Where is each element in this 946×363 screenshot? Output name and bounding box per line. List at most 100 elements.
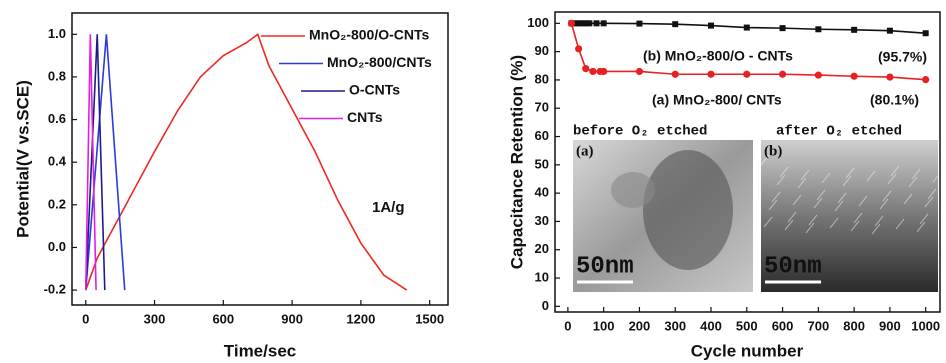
inset-feature (903, 193, 913, 205)
inset-feature (858, 195, 868, 207)
marker (707, 70, 715, 78)
y-tick-label: 100 (527, 15, 549, 30)
y-tick-label: 1.0 (48, 26, 66, 41)
inset-feature (834, 200, 844, 212)
y-tick-label: 0.0 (48, 239, 66, 254)
x-tick-label: 1500 (415, 311, 444, 326)
marker (582, 65, 590, 73)
marker (779, 25, 786, 32)
inset-feature (919, 213, 929, 225)
legend-label: CNTs (347, 109, 383, 125)
x-tick-label: 800 (843, 318, 865, 333)
marker (922, 30, 929, 37)
annotation: (95.7%) (878, 49, 927, 65)
inset-feature (808, 214, 818, 226)
marker (743, 70, 751, 78)
inset-feature (890, 165, 900, 177)
inset-image (761, 140, 938, 292)
x-tick-label: 900 (281, 311, 303, 326)
inset-feature (871, 223, 881, 235)
inset-feature (908, 176, 918, 188)
marker (579, 20, 586, 27)
annotation: 1A/g (372, 199, 405, 216)
x-tick-label: 600 (772, 318, 794, 333)
marker (672, 21, 679, 28)
y-tick-label: 60 (535, 128, 549, 143)
marker (815, 26, 822, 33)
x-axis-title: Time/sec (224, 341, 296, 360)
y-tick-label: 0.8 (48, 68, 66, 83)
y-tick-label: 0 (542, 298, 549, 313)
inset-caption: after O₂ etched (776, 124, 902, 140)
series-line (85, 33, 408, 291)
inset-feature (879, 198, 889, 210)
inset-feature (805, 222, 815, 234)
plot-frame (71, 12, 449, 306)
marker (567, 19, 576, 27)
inset-tag: (b) (764, 143, 782, 159)
marker (708, 22, 715, 29)
inset-feature (797, 177, 807, 189)
inset-feature (924, 196, 934, 208)
marker (886, 73, 894, 81)
scale-bar-label: 50nm (576, 253, 634, 280)
legend-label: MnO₂-800/CNTs (327, 54, 432, 70)
series-label: (a) MnO₂-800/ CNTs (652, 92, 782, 108)
x-tick-label: 0 (564, 318, 571, 333)
marker (851, 26, 858, 33)
x-tick-label: 1200 (346, 311, 375, 326)
y-tick-label: -0.2 (44, 282, 66, 297)
marker (778, 70, 787, 78)
marker (922, 76, 930, 84)
y-tick-label: 0.2 (48, 196, 66, 211)
inset-feature (643, 150, 733, 270)
y-tick-label: 0.6 (48, 111, 66, 126)
inset-feature (895, 218, 905, 230)
inset-feature (787, 211, 797, 223)
y-tick-label: 30 (535, 213, 549, 228)
x-tick-label: 300 (664, 318, 686, 333)
inset-feature (776, 174, 786, 186)
series-line (84, 34, 97, 291)
inset-feature (760, 154, 770, 166)
inset-feature (911, 168, 921, 180)
y-tick-label: 90 (535, 43, 549, 58)
marker (600, 67, 608, 76)
marker (671, 70, 679, 78)
series-label: (b) MnO₂-800/O - CNTs (643, 48, 793, 64)
inset-tag: (a) (576, 143, 594, 159)
inset-feature (850, 220, 860, 232)
y-tick-label: 40 (535, 185, 549, 200)
inset-feature (768, 199, 778, 211)
inset-feature (882, 190, 892, 202)
y-tick-label: 0.4 (48, 154, 67, 169)
inset-feature (792, 194, 802, 206)
x-tick-label: 100 (593, 318, 615, 333)
marker (582, 20, 589, 27)
marker (814, 71, 822, 79)
marker (743, 24, 750, 31)
inset-feature (813, 197, 823, 209)
x-tick-label: 900 (879, 318, 901, 333)
y-tick-label: 50 (535, 156, 549, 171)
y-tick-label: 70 (535, 100, 549, 115)
x-tick-label: 500 (736, 318, 758, 333)
inset-feature (763, 216, 773, 228)
inset-feature (853, 212, 863, 224)
inset-feature (874, 215, 884, 227)
legend-label: O-CNTs (349, 82, 400, 98)
annotation: (80.1%) (870, 92, 919, 108)
inset-feature (845, 167, 855, 179)
x-tick-label: 400 (700, 318, 722, 333)
y-axis-title: Capacitance Retention (%) (507, 55, 526, 269)
inset-feature (800, 169, 810, 181)
marker (635, 67, 644, 76)
inset-feature (927, 188, 937, 200)
inset-feature (779, 166, 789, 178)
inset-feature (816, 189, 826, 201)
scale-bar-label: 50nm (764, 253, 822, 280)
inset-feature (829, 217, 839, 229)
inset-feature (784, 219, 794, 231)
inset-feature (887, 173, 897, 185)
